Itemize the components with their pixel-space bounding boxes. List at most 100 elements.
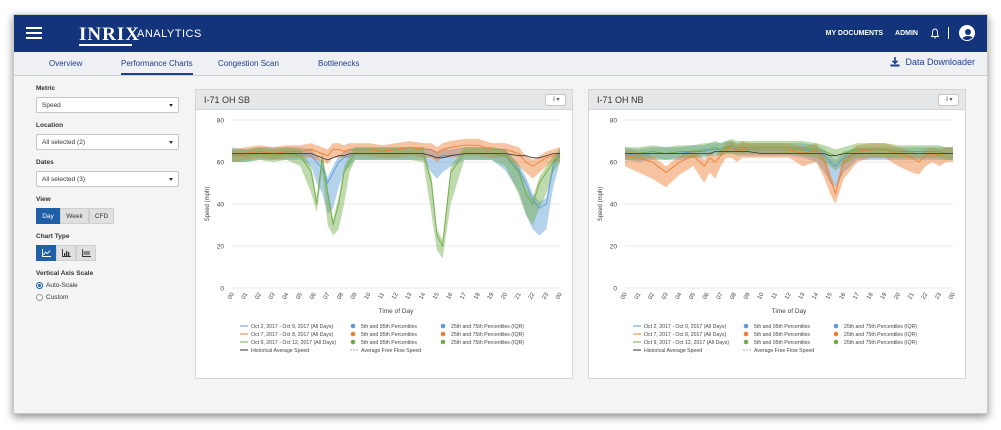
chart-title: I-71 OH NB [597,95,644,105]
location-select[interactable]: All selected (2) [36,134,179,150]
radio-custom[interactable] [36,294,43,301]
legend-label: Oct 2, 2017 - Oct 9, 2017 (All Days) [644,324,726,330]
app-name: ANALYTICS [137,28,202,40]
legend-label: Historical Average Speed [251,348,309,354]
x-tick-label: 17 [460,291,469,300]
x-tick-label: 06 [702,291,711,300]
y-tick-label: 40 [610,202,618,209]
series-line [232,153,560,161]
my-documents-link[interactable]: MY DOCUMENTS [825,29,884,37]
x-tick-label: 08 [730,291,739,300]
radio-auto-scale[interactable] [36,282,43,289]
custom-label: Custom [46,294,69,301]
legend-swatch [833,331,839,337]
x-tick-label: 23 [935,291,944,300]
tab-congestion-scan[interactable]: Congestion Scan [218,59,279,68]
legend-label: Oct 2, 2017 - Oct 9, 2017 (All Days) [251,324,333,330]
vertical-axis-label: Vertical Axis Scale [36,270,94,277]
legend-label: Oct 9, 2017 - Oct 12, 2017 (All Days) [251,340,336,346]
x-tick-label: 05 [689,291,698,300]
x-tick-label: 12 [784,291,793,300]
legend-label: 5th and 95th Percentiles [754,324,810,330]
bar-chart-icon [61,249,71,257]
filter-sidebar: Metric Speed Location All selected (2) D… [36,85,181,306]
x-tick-label: 03 [661,291,670,300]
dates-select[interactable]: All selected (3) [36,171,179,187]
x-tick-label: 21 [907,291,916,300]
speed-chart-sb: 0 20 40 60 80 Speed (mph) 00 01 02 03 04 05 06 07 08 09… [205,118,564,355]
export-chart-button[interactable]: ⇩▾ [938,94,959,106]
legend-label: Oct 9, 2017 - Oct 12, 2017 (All Days) [644,340,729,346]
x-tick-label: 07 [323,291,332,300]
x-tick-label: 09 [350,291,359,300]
series-line [625,151,953,157]
legend-label: 5th and 95th Percentiles [754,340,810,346]
auto-scale-label: Auto-Scale [46,282,78,289]
x-tick-label: 05 [296,291,305,300]
view-label: View [36,196,51,203]
chart-panel-nb: I-71 OH NB ⇩▾ 0 20 40 60 80 Speed (mph) 00 01 02… [588,89,966,379]
legend-swatch [743,323,749,329]
x-tick-label: 22 [921,291,930,300]
view-week-button[interactable]: Week [60,208,89,224]
x-tick-label: 04 [675,291,684,300]
area-chart-button[interactable] [76,245,96,261]
tab-overview[interactable]: Overview [49,59,83,68]
x-tick-label: 19 [487,291,496,300]
x-axis-label: Time of Day [772,308,808,315]
y-tick-label: 80 [217,118,225,125]
legend-label: Historical Average Speed [644,348,702,354]
export-chart-button[interactable]: ⇩▾ [545,94,566,106]
legend-label: Oct 7, 2017 - Oct 8, 2017 (All Days) [251,332,333,338]
x-tick-label: 00 [620,291,629,300]
series-band [232,147,560,236]
dates-value: All selected (3) [42,176,85,183]
x-tick-label: 00 [227,291,236,300]
line-chart-icon [41,249,51,257]
legend-swatch [833,323,839,329]
menu-icon[interactable] [26,27,42,39]
metric-select[interactable]: Speed [36,97,179,113]
x-tick-label: 17 [853,291,862,300]
metric-value: Speed [42,102,61,109]
y-axis-label: Speed (mph) [598,187,604,222]
chart-panel-header: I-71 OH SB ⇩▾ [196,90,572,110]
avatar-icon[interactable] [959,25,975,41]
x-tick-label: 04 [282,291,291,300]
brand-logo[interactable]: INRIX [79,24,140,45]
download-icon [890,57,900,67]
x-tick-label: 02 [255,291,264,300]
series-band [232,138,560,179]
tab-performance-charts[interactable]: Performance Charts [121,59,193,75]
data-downloader-button[interactable]: Data Downloader [890,57,975,67]
x-tick-label: 06 [309,291,318,300]
logo-underline [79,44,132,46]
x-tick-label: 01 [634,291,643,300]
bar-chart-button[interactable] [56,245,76,261]
series-band [625,141,953,188]
x-tick-label: 19 [880,291,889,300]
legend-swatch [350,323,356,329]
app-window: INRIX ANALYTICS MY DOCUMENTS ADMIN Overv… [13,14,988,414]
admin-link[interactable]: ADMIN [895,29,918,37]
tab-bottlenecks[interactable]: Bottlenecks [318,59,360,68]
x-axis-label: Time of Day [379,308,415,315]
legend-label: 25th and 75th Percentiles (IQR) [844,340,917,346]
data-downloader-label: Data Downloader [905,57,975,67]
legend-label: 25th and 75th Percentiles (IQR) [844,332,917,338]
line-chart-button[interactable] [36,245,56,261]
bell-icon[interactable] [930,28,940,39]
x-tick-label: 07 [716,291,725,300]
view-day-button[interactable]: Day [36,208,60,224]
custom-scale-option[interactable]: Custom [36,294,181,301]
location-value: All selected (2) [42,139,85,146]
auto-scale-option[interactable]: Auto-Scale [36,282,181,289]
tab-bar: Overview Performance Charts Congestion S… [14,52,987,76]
x-tick-label: 18 [473,291,482,300]
x-tick-label: 08 [337,291,346,300]
y-tick-label: 20 [217,244,225,251]
view-cfd-button[interactable]: CFD [89,208,114,224]
x-tick-label: 00 [948,291,957,300]
series-band [232,147,560,259]
divider [948,27,949,39]
